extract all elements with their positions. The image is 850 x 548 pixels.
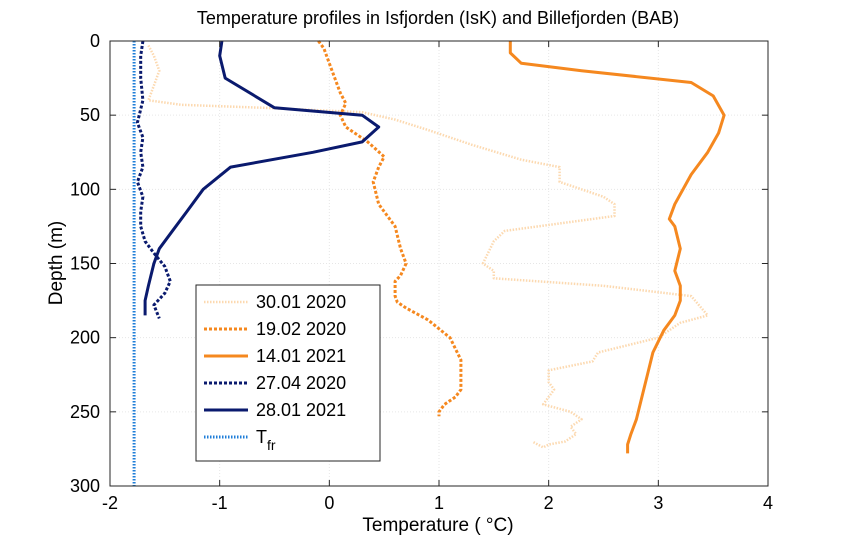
series-line [508, 41, 726, 454]
legend-label: 30.01 2020 [256, 292, 346, 312]
legend-label: Tfr [256, 427, 276, 453]
y-tick-label: 100 [70, 179, 100, 199]
series-line [317, 40, 463, 417]
legend-label: 28.01 2021 [256, 400, 346, 420]
chart-title: Temperature profiles in Isfjorden (IsK) … [197, 8, 679, 28]
legend-label: 19.02 2020 [256, 319, 346, 339]
y-tick-label: 200 [70, 328, 100, 348]
legend: 30.01 2020 19.02 2020 14.01 2021 27.04 2020… [195, 284, 381, 462]
legend-label-main: 19.02 2020 [256, 319, 346, 339]
series-line [143, 40, 381, 316]
legend-label-main: 14.01 2021 [256, 346, 346, 366]
x-tick-label: 2 [544, 493, 554, 513]
x-tick-label: 3 [653, 493, 663, 513]
x-tick-label: -2 [102, 493, 118, 513]
legend-label: 27.04 2020 [256, 373, 346, 393]
legend-label-main: 27.04 2020 [256, 373, 346, 393]
legend-label-main: T [256, 427, 267, 447]
series-line [147, 44, 709, 449]
y-axis-label: Depth (m) [46, 221, 67, 305]
x-tick-label: 0 [324, 493, 334, 513]
y-tick-label: 150 [70, 254, 100, 274]
legend-box [195, 284, 381, 462]
x-tick-label: -1 [212, 493, 228, 513]
series-line [135, 40, 172, 319]
series-group [132, 40, 726, 486]
legend-label-main: 30.01 2020 [256, 292, 346, 312]
y-tick-label: 0 [90, 31, 100, 51]
legend-label-subscript: fr [267, 437, 276, 453]
y-tick-label: 50 [80, 105, 100, 125]
legend-label: 14.01 2021 [256, 346, 346, 366]
x-tick-label: 1 [434, 493, 444, 513]
x-tick-label: 4 [763, 493, 773, 513]
legend-label-main: 28.01 2021 [256, 400, 346, 420]
x-axis-label: Temperature ( °C) [362, 515, 513, 536]
ticks: -2 -1 0 1 2 3 4 0 50 100 150 200 250 300 [70, 31, 773, 513]
y-tick-label: 250 [70, 402, 100, 422]
y-tick-label: 300 [70, 476, 100, 496]
